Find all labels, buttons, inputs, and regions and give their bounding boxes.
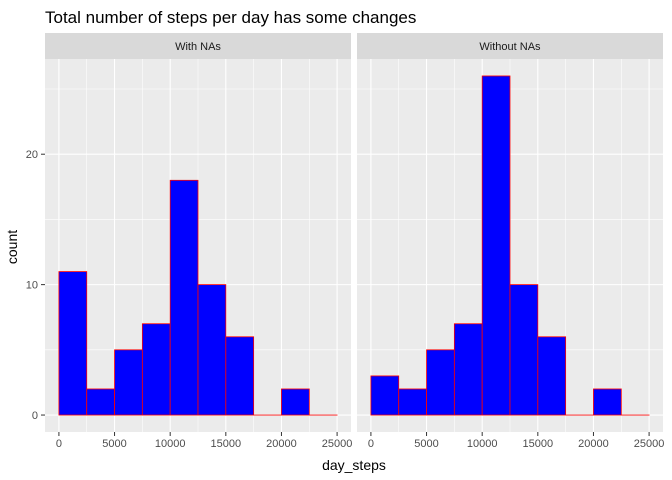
x-tick-label: 10000 [467,438,498,450]
x-tick-label: 25000 [322,438,353,450]
chart-title: Total number of steps per day has some c… [45,8,416,27]
y-tick-label: 10 [26,280,38,292]
facet-strip [357,33,663,59]
facet-label: Without NAs [479,41,541,53]
facet-strip [45,33,351,59]
x-tick-label: 25000 [634,438,665,450]
histogram-bar [86,388,115,416]
histogram-bar [281,388,310,416]
facet-label: With NAs [175,41,221,53]
x-tick-label: 0 [368,438,374,450]
histogram-bar [398,388,427,416]
y-tick-label: 0 [32,410,38,422]
x-tick-label: 20000 [266,438,297,450]
x-tick-label: 15000 [523,438,554,450]
histogram-bar [537,336,567,416]
x-tick-label: 20000 [578,438,609,450]
x-axis-title: day_steps [322,457,386,473]
histogram-bar [481,75,511,416]
histogram-bar [509,284,539,416]
histogram-bar [453,323,483,416]
histogram-bar [426,349,455,416]
y-axis-title: count [4,230,20,264]
histogram-bar [141,323,171,416]
x-tick-label: 10000 [155,438,186,450]
x-tick-label: 0 [56,438,62,450]
histogram-bar [370,375,400,416]
histogram-bar [58,271,88,416]
histogram-bar [593,388,622,416]
histogram-bar [169,179,199,416]
histogram-bar [114,349,143,416]
y-tick-label: 20 [26,149,38,161]
x-tick-label: 15000 [211,438,242,450]
facet-panel: Without NAs 0 5000 10000 15000 20000 25000 [357,33,664,450]
x-tick-label: 5000 [102,438,126,450]
histogram-bar [225,336,255,416]
x-tick-label: 5000 [414,438,438,450]
facet-panel: With NAs 0 5000 10000 15000 20000 25000 [45,33,352,450]
histogram-bar [197,284,227,416]
y-axis: 0 10 20 [26,149,45,422]
